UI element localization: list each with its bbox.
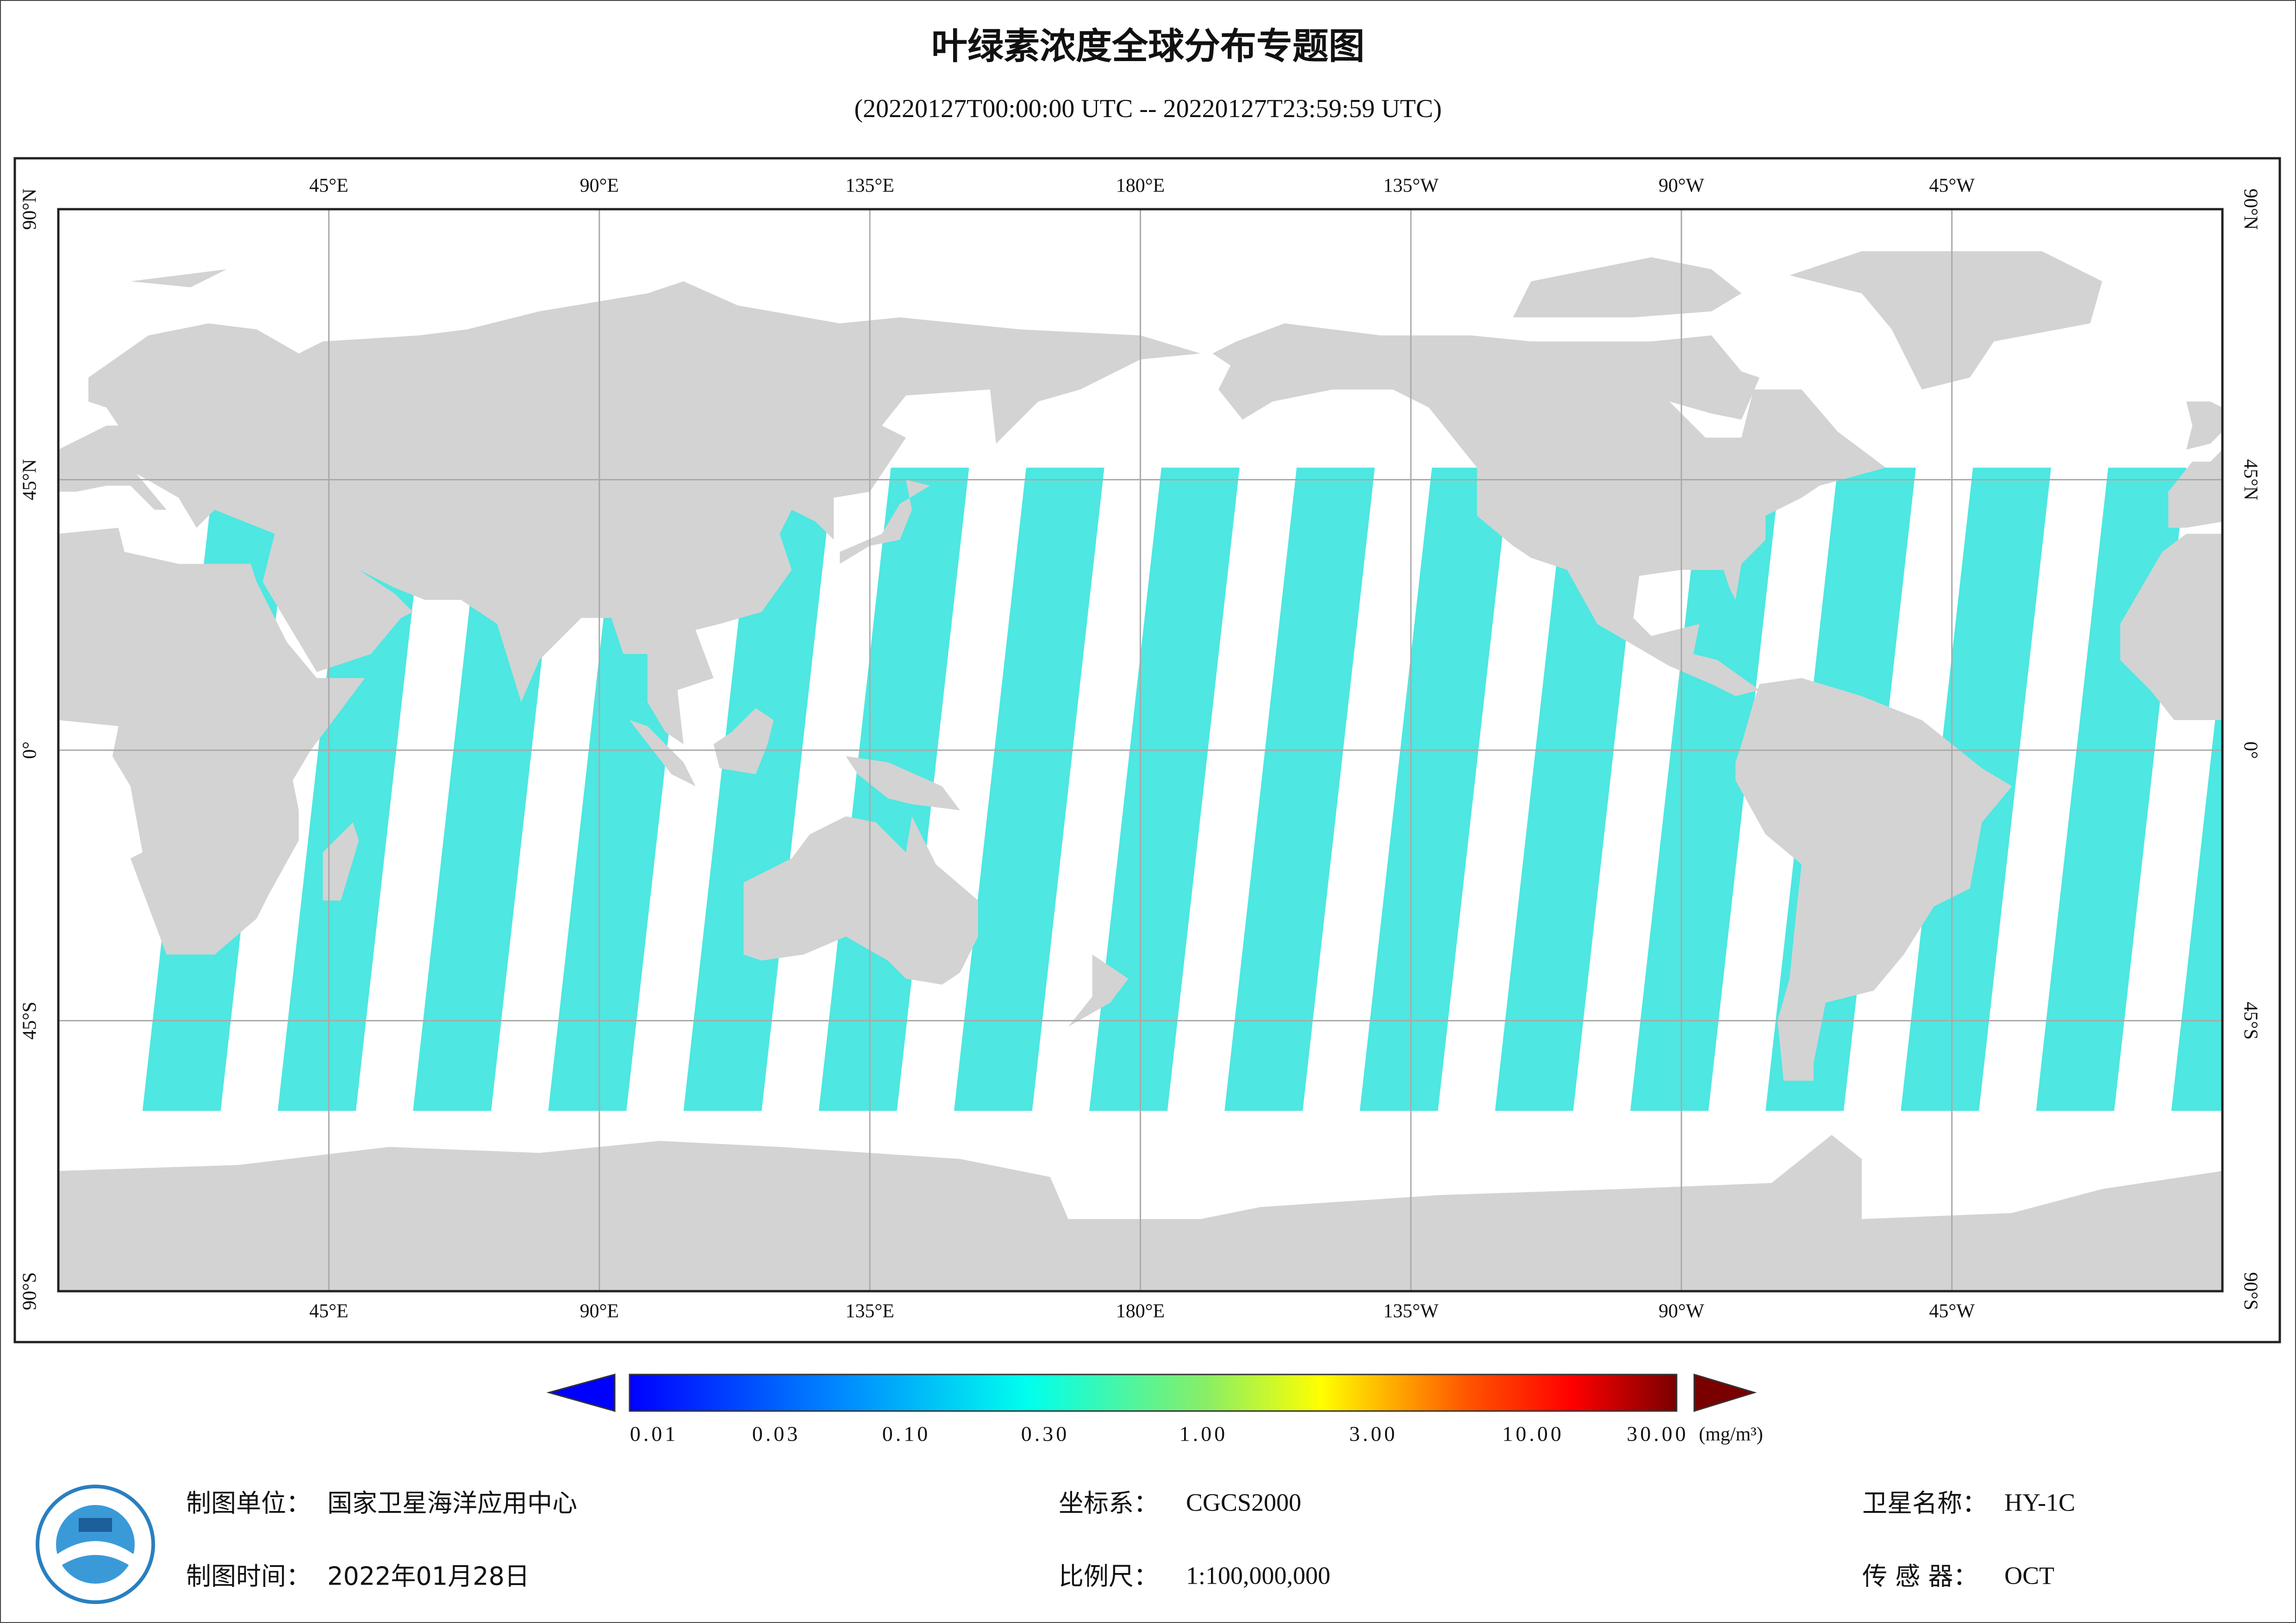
footer-value: 2022年01月28日 (327, 1562, 530, 1591)
colorbar-label: 0.03 (752, 1422, 801, 1446)
land (846, 756, 960, 810)
title: 叶绿素浓度全球分布专题图 (931, 25, 1365, 67)
logo (36, 1485, 155, 1604)
lon-label: 45°E (309, 1301, 348, 1322)
colorbar-labels: 0.01 0.03 0.10 0.30 1.00 3.00 10.00 30.00 (mg/m³… (630, 1422, 1763, 1446)
land (1735, 678, 2012, 1081)
lon-label: 135°E (845, 175, 894, 197)
data-swath (683, 467, 834, 1111)
lat-label: 0° (2240, 741, 2261, 759)
logo-wave (56, 1541, 135, 1569)
colorbar-low-arrow (546, 1374, 616, 1412)
colorbar-label: 0.30 (1021, 1422, 1070, 1446)
map-labels: 45°E 45°E 90°E 90°E 135°E 135°E 180°E 180°E 135°… (19, 175, 2261, 1322)
land (323, 822, 359, 901)
colorbar-label: 0.10 (882, 1422, 931, 1446)
lon-label: 180°E (1116, 175, 1165, 197)
lon-label: 180°E (1116, 1301, 1165, 1322)
colorbar-label: 30.00 (1627, 1422, 1689, 1446)
land (2186, 401, 2222, 450)
lon-label: 45°E (309, 175, 348, 197)
land (2120, 534, 2222, 721)
colorbar-label: 3.00 (1349, 1422, 1398, 1446)
lon-label: 135°W (1383, 175, 1439, 197)
footer-value: HY-1C (2004, 1488, 2075, 1516)
colorbar-unit: (mg/m³) (1699, 1424, 1763, 1445)
land (629, 720, 696, 786)
lat-label: 45°S (2240, 1001, 2261, 1039)
footer-label: 传 感 器： (1862, 1562, 1978, 1591)
lat-label: 0° (19, 741, 41, 759)
lon-label: 45°W (1929, 175, 1975, 197)
footer-label: 坐标系： (1059, 1489, 1159, 1518)
lon-label: 135°E (845, 1301, 894, 1322)
footer-label: 卫星名称： (1862, 1489, 1987, 1518)
land (2168, 449, 2222, 528)
footer-label: 制图单位： (186, 1489, 311, 1518)
land (1513, 257, 1742, 317)
land (840, 479, 930, 564)
lon-label: 45°W (1929, 1301, 1975, 1322)
map (58, 209, 2222, 1291)
lat-label: 45°N (2240, 459, 2261, 500)
footer-value: 国家卫星海洋应用中心 (327, 1489, 577, 1518)
lon-label: 135°W (1383, 1301, 1439, 1322)
footer-value: 1:100,000,000 (1186, 1561, 1330, 1589)
land (743, 816, 978, 985)
footer-value: OCT (2004, 1561, 2054, 1589)
land (130, 269, 227, 287)
colorbar (629, 1374, 1678, 1412)
colorbar-label: 10.00 (1502, 1422, 1564, 1446)
lat-label: 90°S (19, 1272, 41, 1310)
colorbar-label: 0.01 (630, 1422, 679, 1446)
footer-label: 制图时间： (186, 1562, 311, 1591)
lon-label: 90°W (1659, 1301, 1704, 1322)
lon-label: 90°E (580, 175, 619, 197)
data-swath (2171, 655, 2222, 1111)
footer-label: 比例尺： (1059, 1562, 1159, 1591)
data-swath (1089, 467, 1240, 1111)
lat-label: 90°S (2240, 1272, 2261, 1310)
land (713, 708, 774, 774)
lat-label: 90°N (19, 188, 41, 230)
land (1212, 323, 1886, 696)
logo-satellite (79, 1518, 112, 1532)
land (58, 528, 365, 955)
lon-label: 90°E (580, 1301, 619, 1322)
map-frame (13, 157, 2281, 1343)
data-swath (1360, 467, 1510, 1111)
data-swath (954, 467, 1104, 1111)
data-swath (1224, 467, 1375, 1111)
data-swath (1630, 467, 1781, 1111)
lat-label: 45°N (19, 459, 41, 500)
lat-label: 90°N (2240, 188, 2261, 230)
footer-value: CGCS2000 (1186, 1488, 1301, 1516)
lat-label: 45°S (19, 1001, 41, 1039)
land (1068, 954, 1129, 1027)
map-border (57, 208, 2224, 1293)
lon-label: 90°W (1659, 175, 1704, 197)
subtitle: (20220127T00:00:00 UTC -- 20220127T23:59… (854, 94, 1441, 123)
land (1790, 251, 2103, 390)
colorbar-label: 1.00 (1179, 1422, 1228, 1446)
land (58, 281, 1201, 745)
colorbar-high-arrow (1693, 1373, 1757, 1412)
